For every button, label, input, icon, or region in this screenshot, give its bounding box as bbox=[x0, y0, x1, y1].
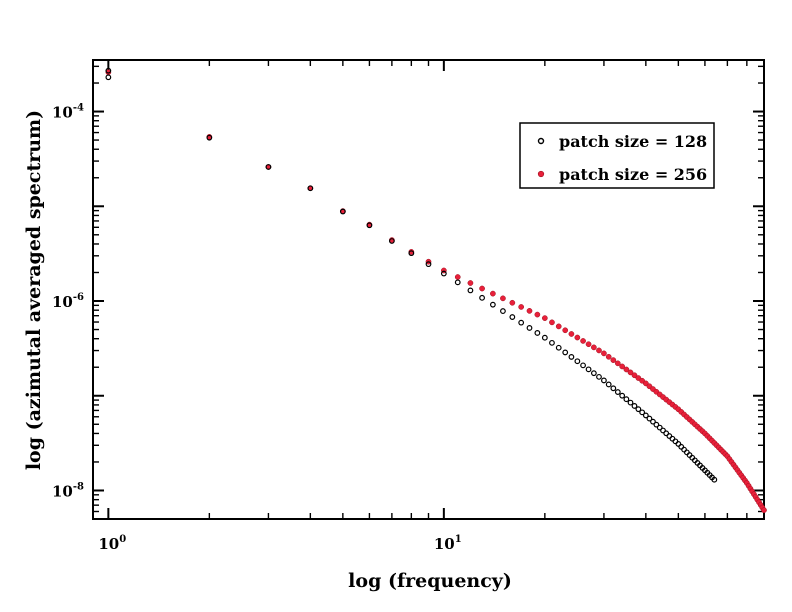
y-tick-label: 10-6 bbox=[52, 292, 84, 311]
data-point bbox=[601, 350, 607, 357]
data-point bbox=[580, 362, 586, 369]
data-point bbox=[639, 409, 646, 416]
x-tick-label: 100 bbox=[98, 534, 126, 553]
data-point bbox=[388, 238, 395, 244]
data-point bbox=[490, 290, 496, 297]
data-point bbox=[585, 341, 592, 348]
data-point bbox=[610, 385, 617, 392]
data-point bbox=[614, 389, 621, 395]
data-point bbox=[518, 319, 525, 326]
data-point bbox=[518, 304, 525, 310]
data-point bbox=[675, 441, 682, 447]
legend-marker-128 bbox=[537, 137, 545, 145]
data-point bbox=[562, 349, 569, 356]
data-point bbox=[605, 381, 612, 388]
data-point bbox=[623, 396, 630, 403]
legend-label-256: patch size = 256 bbox=[559, 165, 707, 184]
data-point bbox=[596, 373, 602, 380]
data-point bbox=[653, 421, 660, 428]
data-point bbox=[489, 301, 496, 308]
data-point bbox=[555, 323, 562, 330]
data-point bbox=[635, 375, 642, 381]
data-point bbox=[642, 412, 649, 419]
data-point bbox=[105, 67, 112, 74]
data-point bbox=[627, 369, 634, 376]
data-point bbox=[574, 358, 581, 365]
data-point bbox=[711, 476, 718, 483]
data-point bbox=[627, 399, 634, 406]
data-point bbox=[541, 315, 548, 321]
series-256 bbox=[105, 69, 767, 513]
data-point bbox=[105, 74, 112, 81]
data-point bbox=[681, 446, 687, 453]
data-point bbox=[467, 287, 474, 294]
series-layer bbox=[105, 67, 767, 513]
data-point bbox=[534, 330, 541, 336]
data-point bbox=[672, 438, 679, 445]
y-axis-ticks: 10-4 10-6 10-8 bbox=[52, 65, 764, 520]
legend-marker-256 bbox=[537, 170, 545, 178]
data-point bbox=[619, 363, 626, 370]
data-point bbox=[454, 274, 461, 280]
data-point bbox=[646, 415, 653, 422]
data-point bbox=[206, 134, 213, 141]
data-point bbox=[683, 449, 690, 456]
x-axis-ticks: 100 101 bbox=[92, 60, 765, 553]
data-point bbox=[500, 295, 506, 302]
data-point bbox=[605, 353, 612, 360]
data-point bbox=[591, 344, 597, 351]
data-point bbox=[601, 377, 607, 384]
x-tick-label: 101 bbox=[434, 534, 462, 553]
data-point bbox=[549, 339, 555, 346]
y-tick-label: 10-8 bbox=[52, 481, 84, 500]
data-point bbox=[366, 222, 373, 229]
data-point bbox=[408, 250, 415, 257]
x-axis-label: log (frequency) bbox=[348, 570, 512, 592]
data-point bbox=[660, 427, 666, 434]
y-axis-label: log (azimutal averaged spectrum) bbox=[23, 110, 45, 470]
data-point bbox=[596, 347, 602, 354]
data-point bbox=[568, 331, 575, 337]
legend: patch size = 128 patch size = 256 bbox=[519, 122, 715, 189]
data-point bbox=[440, 270, 447, 277]
data-point bbox=[541, 334, 548, 341]
data-point bbox=[339, 208, 346, 215]
data-point bbox=[631, 403, 638, 409]
data-point bbox=[656, 424, 663, 431]
data-point bbox=[479, 294, 485, 301]
data-point bbox=[509, 299, 516, 306]
data-point bbox=[585, 366, 592, 373]
data-point bbox=[526, 308, 533, 314]
data-point bbox=[650, 418, 656, 425]
data-point bbox=[631, 372, 638, 379]
data-point bbox=[555, 344, 562, 351]
data-point bbox=[534, 311, 541, 318]
data-point bbox=[590, 370, 597, 377]
data-point bbox=[574, 334, 581, 341]
data-point bbox=[307, 185, 314, 192]
series-128 bbox=[105, 67, 718, 483]
data-point bbox=[619, 392, 626, 399]
data-point bbox=[526, 325, 533, 331]
data-point bbox=[509, 314, 516, 320]
data-point bbox=[580, 338, 586, 344]
data-point bbox=[425, 261, 432, 268]
data-point bbox=[467, 280, 474, 286]
data-point bbox=[500, 308, 506, 314]
data-point bbox=[623, 366, 630, 373]
legend-label-128: patch size = 128 bbox=[559, 132, 707, 151]
data-point bbox=[635, 406, 642, 413]
data-point bbox=[549, 319, 555, 326]
data-point bbox=[610, 357, 617, 363]
data-point bbox=[479, 285, 485, 292]
data-point bbox=[568, 354, 575, 360]
data-point bbox=[454, 279, 461, 286]
y-tick-label: 10-4 bbox=[52, 103, 84, 122]
data-point bbox=[614, 360, 621, 367]
data-point bbox=[562, 327, 569, 334]
legend-box bbox=[519, 122, 715, 189]
data-point bbox=[265, 164, 272, 170]
data-point bbox=[761, 507, 767, 513]
